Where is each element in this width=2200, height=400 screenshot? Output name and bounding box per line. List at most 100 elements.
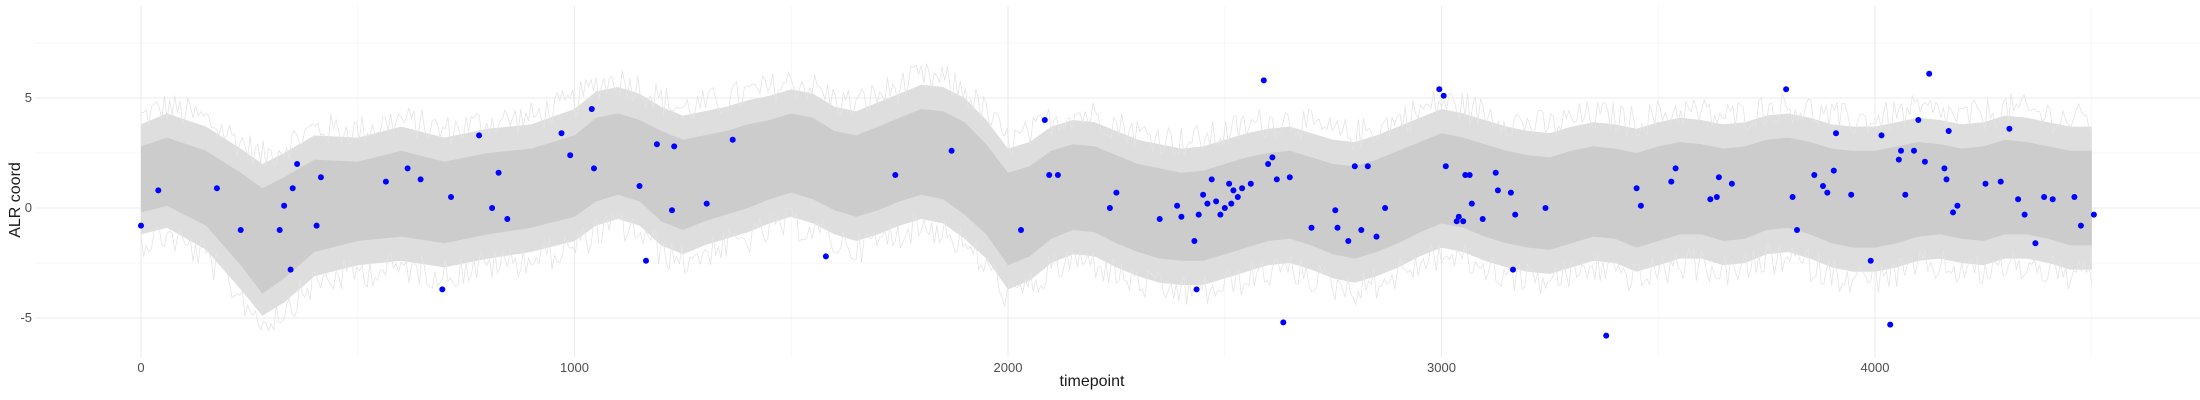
data-point [1217, 211, 1224, 218]
data-point [1941, 165, 1948, 172]
data-point [703, 200, 710, 207]
data-point [1707, 196, 1714, 203]
data-point [1228, 200, 1235, 207]
data-point [1208, 176, 1215, 183]
data-point [1668, 178, 1675, 185]
data-point [313, 222, 320, 229]
data-point [294, 161, 301, 167]
data-point [1106, 205, 1113, 211]
data-point [1442, 163, 1449, 170]
data-point [1507, 189, 1514, 196]
data-point [1512, 211, 1519, 218]
data-point [1226, 180, 1233, 187]
data-point [2021, 211, 2028, 218]
data-point [1887, 321, 1894, 328]
y-axis-tick-labels: 5 0 -5 [20, 90, 32, 325]
inner-credible-band [141, 109, 2092, 294]
data-point [1945, 128, 1952, 134]
x-axis-title: timepoint [1060, 373, 1125, 390]
data-point [729, 136, 736, 143]
credible-bands [140, 63, 2093, 332]
data-point [1204, 200, 1211, 207]
data-point [1542, 205, 1549, 211]
data-point [504, 216, 511, 222]
data-point [1280, 319, 1287, 326]
data-point [1468, 200, 1475, 207]
data-point [1334, 224, 1341, 231]
data-point [1921, 158, 1928, 165]
data-point [1672, 165, 1679, 172]
data-point [1867, 257, 1874, 264]
data-point [1221, 205, 1228, 211]
data-point [489, 205, 496, 211]
data-point [1436, 86, 1443, 93]
data-point [1191, 238, 1198, 244]
data-point [495, 169, 502, 176]
data-point [1351, 163, 1358, 170]
data-point [2041, 194, 2048, 200]
data-point [1455, 213, 1462, 220]
lower-band-jitter [140, 207, 2093, 332]
data-point [1926, 70, 1933, 77]
data-point [1041, 117, 1048, 123]
data-point [2015, 196, 2022, 203]
data-point [1950, 209, 1956, 216]
data-point [1364, 163, 1371, 170]
data-point [591, 165, 597, 172]
data-point [1265, 161, 1272, 167]
data-point [892, 172, 899, 178]
data-point [417, 176, 424, 183]
data-point [1848, 191, 1855, 198]
data-point [1332, 207, 1339, 214]
data-point [1794, 227, 1800, 233]
data-point [448, 194, 454, 200]
data-point [237, 227, 244, 233]
data-point [636, 183, 643, 189]
upper-band-jitter [140, 63, 2093, 167]
data-point [2090, 211, 2097, 218]
data-point [1943, 176, 1950, 183]
data-point [1054, 172, 1061, 178]
data-point [1373, 233, 1380, 240]
data-point [1460, 218, 1467, 225]
data-point [653, 141, 660, 148]
data-point [1728, 180, 1735, 187]
data-point [1466, 172, 1473, 178]
data-point [643, 257, 649, 264]
data-point [1715, 174, 1722, 181]
data-point [1200, 191, 1207, 198]
data-point [669, 207, 675, 214]
data-point [1308, 224, 1315, 231]
data-point [382, 178, 389, 185]
x-tick-label: 4000 [1861, 360, 1890, 375]
data-point [1637, 202, 1644, 209]
data-point [588, 106, 595, 112]
data-point [404, 165, 411, 172]
x-axis-tick-labels: 0 1000 2000 3000 4000 [137, 360, 1889, 375]
data-point [1018, 227, 1024, 233]
data-point [1440, 92, 1447, 99]
data-point [1046, 172, 1053, 178]
data-point [1954, 202, 1961, 209]
data-point [1193, 286, 1200, 293]
data-point [1239, 185, 1246, 192]
data-point [1510, 266, 1516, 273]
data-point [1178, 213, 1185, 220]
data-point [1260, 77, 1267, 84]
data-point [1820, 183, 1826, 189]
data-point [1833, 130, 1839, 137]
data-point [567, 152, 574, 159]
y-tick-label: -5 [20, 310, 32, 325]
data-point [1113, 189, 1120, 196]
data-point [1382, 205, 1389, 211]
data-point [1273, 176, 1280, 183]
data-point [1997, 178, 2004, 185]
data-point [1830, 167, 1837, 174]
data-point [213, 185, 220, 192]
y-tick-label: 0 [25, 200, 32, 215]
data-point [138, 222, 144, 229]
data-point [948, 147, 955, 154]
data-point [2032, 240, 2039, 247]
data-point [1915, 117, 1922, 123]
